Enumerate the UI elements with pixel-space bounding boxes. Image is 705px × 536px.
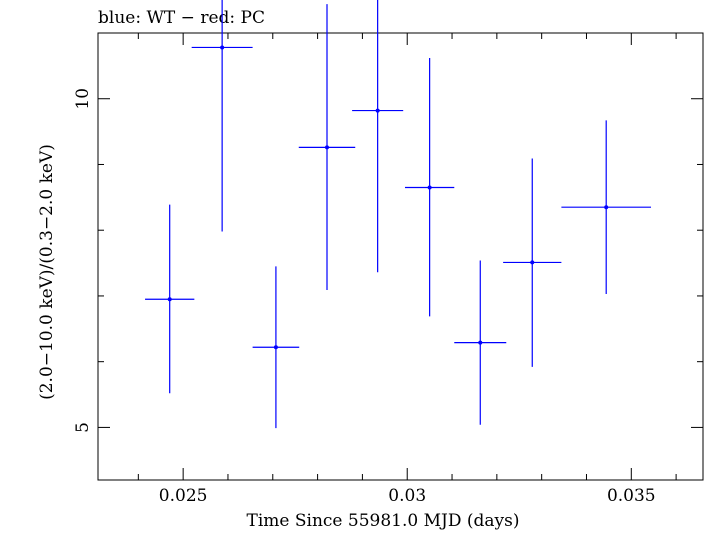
data-point [298,4,356,291]
data-point [145,204,195,394]
data-point [561,120,652,294]
point-marker [325,145,330,150]
data-points [145,0,652,429]
x-axis-label: Time Since 55981.0 MJD (days) [247,511,520,531]
data-point [503,158,562,367]
x-tick-label: 0.025 [159,486,208,506]
y-tick-label: 10 [73,88,93,110]
point-marker [220,45,225,50]
data-point [352,0,404,273]
point-marker [530,260,535,265]
data-point [252,266,300,429]
chart-title: blue: WT − red: PC [98,8,265,28]
point-marker [167,297,172,302]
y-axis-label: (2.0−10.0 keV)/(0.3−2.0 keV) [37,144,57,400]
x-tick-label: 0.035 [607,486,656,506]
point-marker [478,340,483,345]
point-marker [375,108,380,113]
y-tick-label: 5 [73,422,93,433]
x-tick-label: 0.03 [388,486,426,506]
point-marker [273,345,278,350]
data-point [191,0,253,232]
data-point [404,57,455,317]
axis-ticks: 0.025 0.03 0.035 5 10 [73,32,703,506]
point-marker [604,205,609,210]
data-point [454,260,507,425]
point-marker [427,185,432,190]
plot-frame [97,32,704,481]
